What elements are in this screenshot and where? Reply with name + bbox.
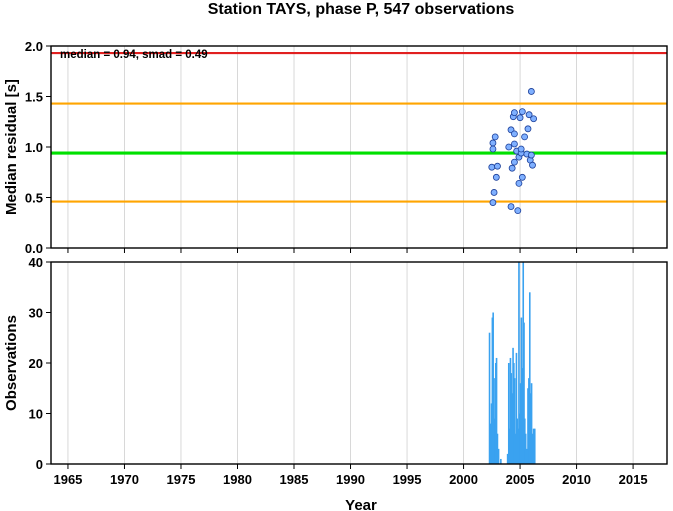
observation-bar	[514, 433, 517, 464]
y-tick-label: 1.0	[25, 140, 43, 155]
data-point	[494, 162, 501, 170]
data-point	[490, 189, 498, 196]
year-x-axis-label: Year	[345, 497, 377, 511]
x-tick-label: 2000	[449, 472, 478, 487]
y-tick-label: 40	[29, 255, 43, 270]
data-point	[489, 199, 497, 206]
observation-bar	[528, 292, 531, 464]
data-point	[530, 115, 538, 123]
observations-y-axis-label: Observations	[3, 315, 20, 411]
x-tick-label: 2005	[506, 472, 535, 487]
observation-bar	[520, 317, 523, 464]
data-point	[524, 125, 532, 133]
observation-bar	[489, 423, 492, 464]
data-point	[488, 163, 496, 171]
data-point	[527, 151, 535, 159]
observation-bar	[528, 378, 530, 464]
observation-bar	[493, 378, 495, 464]
data-point	[517, 145, 525, 153]
y-tick-label: 0	[36, 457, 43, 472]
observation-bar	[496, 433, 499, 464]
x-tick-label: 1985	[280, 472, 309, 487]
observation-bar	[524, 418, 526, 464]
observation-bar	[492, 312, 494, 464]
chart-title: Station TAYS, phase P, 547 observations	[208, 1, 515, 18]
data-point	[521, 133, 528, 141]
y-tick-label: 30	[29, 306, 43, 321]
data-point	[511, 158, 518, 166]
observation-bar	[511, 393, 513, 464]
x-tick-label: 1990	[336, 472, 365, 487]
data-point	[489, 139, 497, 147]
data-point	[529, 161, 536, 169]
data-point	[516, 114, 524, 122]
observation-bar	[526, 448, 528, 464]
observation-bar	[513, 378, 516, 464]
observations-panel-frame	[50, 261, 668, 465]
observation-bar	[527, 388, 529, 464]
observation-bar	[517, 428, 519, 464]
data-point	[491, 133, 499, 141]
x-tick-label: 2015	[619, 472, 648, 487]
x-tick-label: 1975	[167, 472, 196, 487]
observation-bar	[510, 373, 513, 464]
y-tick-label: 20	[29, 356, 43, 371]
data-point	[511, 130, 518, 138]
observations-panel: 0 10 20 30 40 1965 1970 1975 1980 1985 1990 1995 200…	[29, 255, 668, 487]
observation-bar	[533, 428, 536, 464]
data-point	[492, 173, 500, 181]
x-tick-label: 1965	[53, 472, 82, 487]
data-point	[511, 109, 518, 117]
data-point	[515, 179, 523, 187]
residual-panel: 0.0 0.5 1.0 1.5 2.0 median = 0.94, smad = 0.4…	[25, 39, 668, 256]
observation-bar	[518, 262, 520, 464]
data-point	[525, 111, 533, 119]
residual-panel-frame	[50, 45, 668, 249]
x-tick-label: 2010	[562, 472, 591, 487]
stats-annotation: median = 0.94, smad = 0.49	[60, 49, 208, 61]
y-tick-label: 2.0	[25, 39, 43, 54]
observation-bar	[507, 363, 510, 464]
x-tick-label: 1980	[223, 472, 252, 487]
observation-bar	[521, 368, 524, 464]
observation-bar	[523, 322, 525, 464]
data-point	[527, 88, 535, 95]
observation-bar	[495, 357, 498, 464]
data-point	[518, 108, 526, 116]
x-tick-label: 1970	[110, 472, 139, 487]
y-tick-label: 10	[29, 407, 43, 422]
observation-bar	[532, 428, 535, 464]
observation-bar	[500, 458, 502, 464]
y-tick-label: 0.5	[25, 191, 43, 206]
residual-y-axis-label: Median residual [s]	[3, 79, 20, 215]
x-tick-label: 1995	[393, 472, 422, 487]
observation-bar	[515, 352, 518, 464]
observation-bar	[530, 383, 533, 464]
data-point	[511, 140, 518, 148]
observation-bar	[531, 433, 534, 464]
data-point	[489, 145, 497, 153]
y-tick-label: 1.5	[25, 90, 43, 105]
observation-bar	[488, 332, 491, 464]
observation-bar	[497, 448, 500, 464]
data-point	[505, 143, 513, 151]
data-point	[518, 173, 526, 181]
data-point	[514, 207, 522, 215]
y-tick-label: 0.0	[25, 241, 43, 256]
observation-bar	[529, 393, 532, 464]
data-point	[508, 164, 516, 172]
data-point	[507, 203, 515, 210]
observation-bar	[524, 433, 527, 464]
observation-bar	[506, 453, 509, 464]
